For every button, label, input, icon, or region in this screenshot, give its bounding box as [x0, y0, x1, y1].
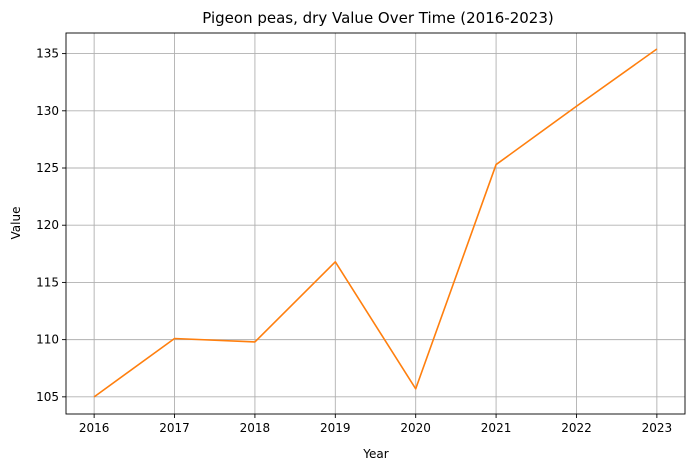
grid	[66, 33, 685, 414]
y-tick-label: 125	[36, 161, 59, 175]
series-layer	[93, 48, 658, 398]
x-tick-label: 2016	[79, 421, 110, 435]
y-axis-label: Value	[9, 207, 23, 240]
x-axis-ticks: 2016 2017 2018 2019 2020 2021 2022 2023	[79, 414, 672, 435]
y-axis-ticks: 105 110 115 120 125 130 135	[36, 47, 66, 404]
x-tick-label: 2022	[561, 421, 592, 435]
y-tick-label: 135	[36, 47, 59, 61]
y-tick-label: 120	[36, 218, 59, 232]
series-line	[93, 48, 658, 398]
x-axis-label: Year	[362, 447, 388, 461]
x-tick-label: 2018	[240, 421, 271, 435]
y-tick-label: 110	[36, 333, 59, 347]
x-tick-label: 2017	[159, 421, 190, 435]
chart-title: Pigeon peas, dry Value Over Time (2016-2…	[202, 9, 553, 27]
x-tick-label: 2019	[320, 421, 351, 435]
x-tick-label: 2020	[400, 421, 431, 435]
y-tick-label: 130	[36, 104, 59, 118]
x-tick-label: 2021	[481, 421, 512, 435]
y-tick-label: 115	[36, 275, 59, 289]
y-tick-label: 105	[36, 390, 59, 404]
plot-area-frame	[65, 32, 686, 415]
x-tick-label: 2023	[642, 421, 673, 435]
